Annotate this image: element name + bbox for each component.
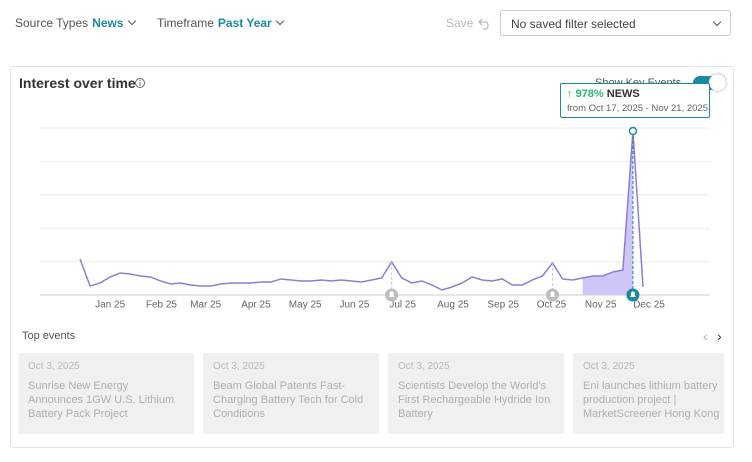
x-tick-label: Sep 25 — [487, 300, 519, 311]
prev-button[interactable]: ‹ — [703, 328, 708, 344]
x-tick-label: Jan 25 — [95, 300, 125, 311]
x-tick-label: Mar 25 — [190, 300, 222, 311]
event-title: Eni launches lithium battery production … — [583, 380, 720, 420]
x-tick-label: Dec 25 — [633, 300, 665, 311]
x-tick-label: Feb 25 — [146, 300, 178, 311]
event-card[interactable]: Oct 3, 2025 Scientists Develop the World'… — [388, 353, 564, 434]
tooltip: ↑ 978% NEWS from Oct 17, 2025 - Nov 21, … — [560, 83, 710, 118]
event-date: Oct 3, 2025 — [28, 361, 80, 372]
peak-point — [628, 126, 638, 136]
undo-icon[interactable] — [478, 16, 492, 30]
value: Past Year — [217, 16, 272, 30]
change-arrow: ↑ — [567, 88, 576, 100]
saved-filter-dropdown[interactable]: No saved filter selected — [500, 10, 731, 36]
source-filter[interactable]: Source Types News — [15, 16, 136, 30]
event-title: Scientists Develop the World's First Rec… — [398, 380, 551, 420]
x-tick-label: Apr 25 — [241, 300, 271, 311]
event-title: Beam Global Patents Fast-Charging Batter… — [213, 380, 364, 420]
value: News — [92, 16, 124, 30]
range: from Oct 17, 2025 - Nov 21, 2025 — [567, 103, 708, 114]
highlight-area — [582, 131, 633, 295]
x-tick-label: Nov 25 — [585, 300, 617, 311]
x-tick-label: May 25 — [289, 300, 322, 311]
event-card[interactable]: Oct 3, 2025 Sunrise New Energy Announces … — [18, 353, 194, 434]
info-icon[interactable] — [134, 77, 146, 89]
label: Source Types — [15, 16, 89, 30]
change: 978% — [575, 88, 604, 100]
chart-title: Interest over time — [19, 75, 136, 91]
x-tick-label: Jun 25 — [339, 300, 369, 311]
event-card[interactable]: Oct 3, 2025 Beam Global Patents Fast-Char… — [203, 353, 379, 434]
bell-icon — [549, 291, 556, 297]
timeframe-filter[interactable]: Timeframe Past Year — [157, 16, 284, 30]
next-button[interactable]: › — [717, 328, 722, 344]
line — [79, 130, 644, 291]
events-title: Top events — [22, 330, 76, 342]
series-name: NEWS — [606, 88, 640, 100]
event-title: Sunrise New Energy Announces 1GW U.S. Li… — [28, 380, 175, 420]
chart: Jan 25 Feb 25 Mar 25 Apr 25 May 25 Jun 25 Jul … — [40, 126, 710, 311]
chart-card — [10, 66, 734, 448]
bell-icon — [629, 291, 636, 297]
x-tick-label: Jul 25 — [389, 300, 416, 311]
event-date: Oct 3, 2025 — [213, 361, 265, 372]
bell-icon — [388, 291, 395, 297]
event-date: Oct 3, 2025 — [583, 361, 635, 372]
x-tick-label: Aug 25 — [437, 300, 469, 311]
dropdown-text: No saved filter selected — [511, 17, 636, 31]
event-date: Oct 3, 2025 — [398, 361, 450, 372]
label: Timeframe — [157, 16, 214, 30]
event-card[interactable]: Oct 3, 2025 Eni launches lithium battery … — [573, 353, 724, 434]
save-button[interactable]: Save — [446, 16, 474, 30]
x-tick-label: Oct 25 — [537, 300, 567, 311]
